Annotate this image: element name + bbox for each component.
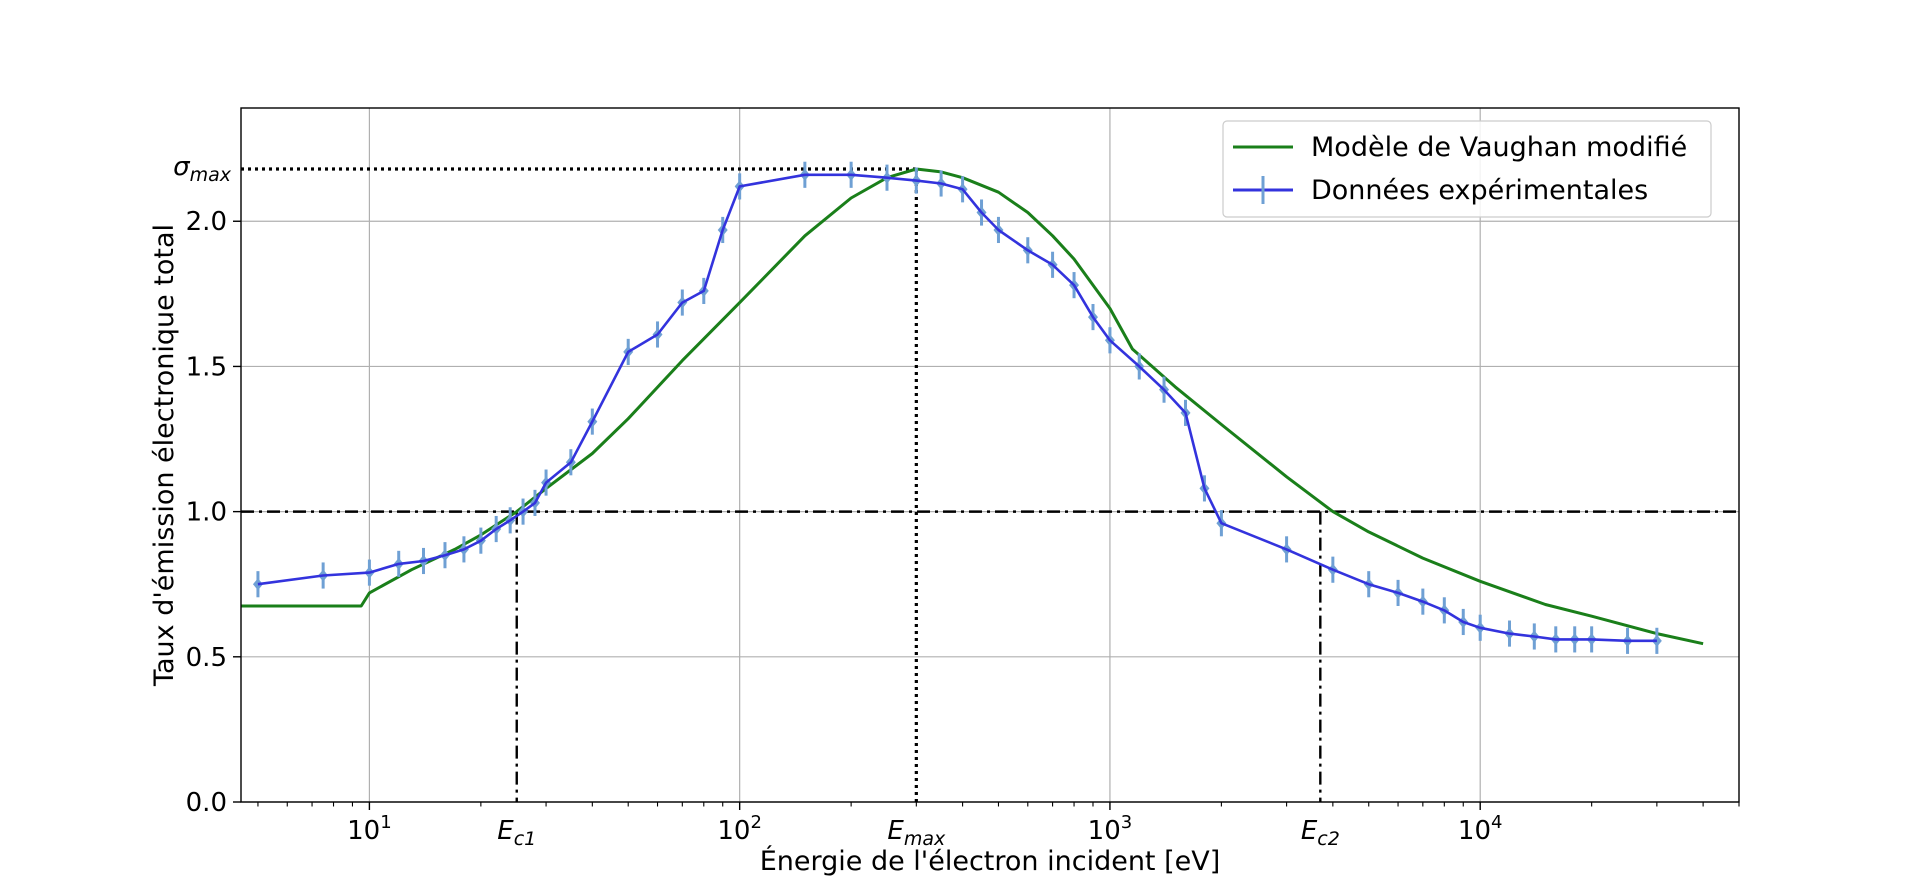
legend-entry-model: Modèle de Vaughan modifié	[1311, 132, 1687, 163]
data-series-line	[257, 173, 1657, 643]
labels: 0.0 0.5 1.0 1.5 2.0 101 102 103 104 Ec1 Emax Ec2 σma…	[173, 152, 1502, 850]
x-tick-label: 102	[717, 812, 762, 846]
y-tick-label: 0.5	[186, 643, 227, 673]
x-tick-label: 101	[347, 812, 392, 846]
x-tick-label: 104	[1458, 812, 1503, 846]
legend-box	[1222, 120, 1712, 218]
legend: Modèle de Vaughan modifié Données expéri…	[1222, 120, 1712, 218]
y-tick-label: 2.0	[186, 207, 227, 237]
sigma-max-label: σmax	[173, 152, 232, 186]
e-c2-label: Ec2	[1301, 816, 1340, 850]
x-tick-label: 103	[1088, 812, 1133, 846]
legend-entry-data: Données expérimentales	[1311, 175, 1648, 206]
y-axis-label: Taux d'émission électronique total	[149, 224, 180, 687]
y-tick-label: 0.0	[186, 788, 227, 818]
e-max-label: Emax	[887, 816, 946, 850]
x-axis-label: Énergie de l'électron incident [eV]	[760, 845, 1221, 877]
ticks	[233, 220, 1740, 810]
y-tick-label: 1.0	[186, 498, 227, 528]
e-c1-label: Ec1	[497, 816, 536, 850]
plot-frame	[240, 107, 1740, 803]
y-tick-label: 1.5	[186, 352, 227, 382]
series-layer	[241, 161, 1704, 654]
